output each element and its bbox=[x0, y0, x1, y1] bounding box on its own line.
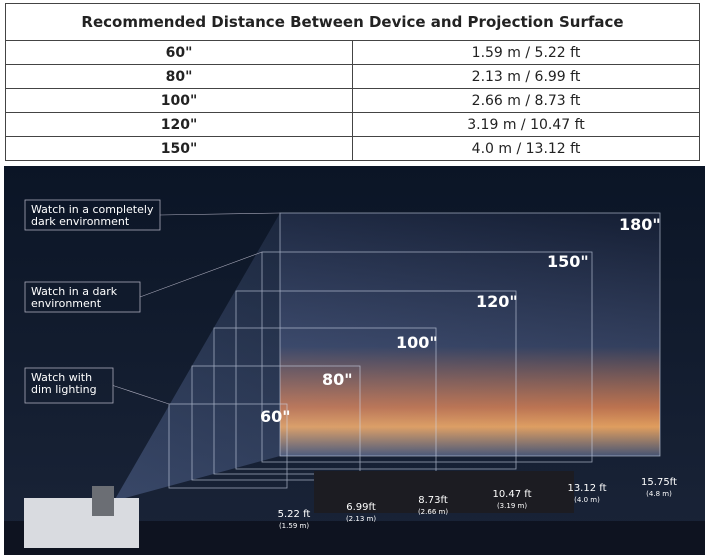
size-cell: 80" bbox=[5, 64, 353, 89]
distance-metric: (4.8 m) bbox=[646, 490, 672, 498]
distance-label: 15.75ft bbox=[641, 477, 677, 488]
distance-metric: (4.0 m) bbox=[574, 496, 600, 504]
projector bbox=[92, 486, 114, 516]
screen-size-label: 120" bbox=[476, 292, 518, 311]
distance-label: 6.99ft bbox=[346, 502, 376, 513]
distance-label: 5.22 ft bbox=[278, 509, 311, 520]
connector bbox=[159, 212, 281, 216]
distance-cell: 1.59 m / 5.22 ft bbox=[352, 40, 700, 65]
distance-metric: (3.19 m) bbox=[497, 502, 527, 510]
screen-size-label: 80" bbox=[322, 370, 353, 389]
environment-label: environment bbox=[31, 297, 102, 310]
table bbox=[24, 498, 139, 548]
distance-label: 8.73ft bbox=[418, 495, 448, 506]
distance-cell: 2.13 m / 6.99 ft bbox=[352, 64, 700, 89]
connector bbox=[112, 385, 170, 405]
distance-metric: (1.59 m) bbox=[279, 522, 309, 530]
distance-metric: (2.66 m) bbox=[418, 508, 448, 516]
connector bbox=[139, 251, 263, 298]
screen-size-label: 100" bbox=[396, 333, 438, 352]
environment-label: Watch in a dark bbox=[31, 285, 118, 298]
table-title: Recommended Distance Between Device and … bbox=[5, 3, 700, 41]
tv-stand bbox=[314, 471, 574, 513]
environment-label: dark environment bbox=[31, 215, 130, 228]
size-cell: 120" bbox=[5, 112, 353, 137]
distance-cell: 3.19 m / 10.47 ft bbox=[352, 112, 700, 137]
size-cell: 100" bbox=[5, 88, 353, 113]
environment-label: Watch in a completely bbox=[31, 203, 154, 216]
distance-metric: (2.13 m) bbox=[346, 515, 376, 523]
screen-size-label: 150" bbox=[547, 252, 589, 271]
size-cell: 60" bbox=[5, 40, 353, 65]
distance-table: Recommended Distance Between Device and … bbox=[5, 3, 700, 161]
light-beam bbox=[114, 213, 660, 501]
size-cell: 150" bbox=[5, 136, 353, 161]
environment-label: Watch with bbox=[31, 371, 92, 384]
screen-size-label: 180" bbox=[619, 215, 661, 234]
distance-label: 10.47 ft bbox=[492, 489, 531, 500]
distance-label: 13.12 ft bbox=[567, 483, 606, 494]
distance-cell: 4.0 m / 13.12 ft bbox=[352, 136, 700, 161]
screen-size-label: 60" bbox=[260, 407, 291, 426]
environment-label: dim lighting bbox=[31, 383, 97, 396]
distance-cell: 2.66 m / 8.73 ft bbox=[352, 88, 700, 113]
